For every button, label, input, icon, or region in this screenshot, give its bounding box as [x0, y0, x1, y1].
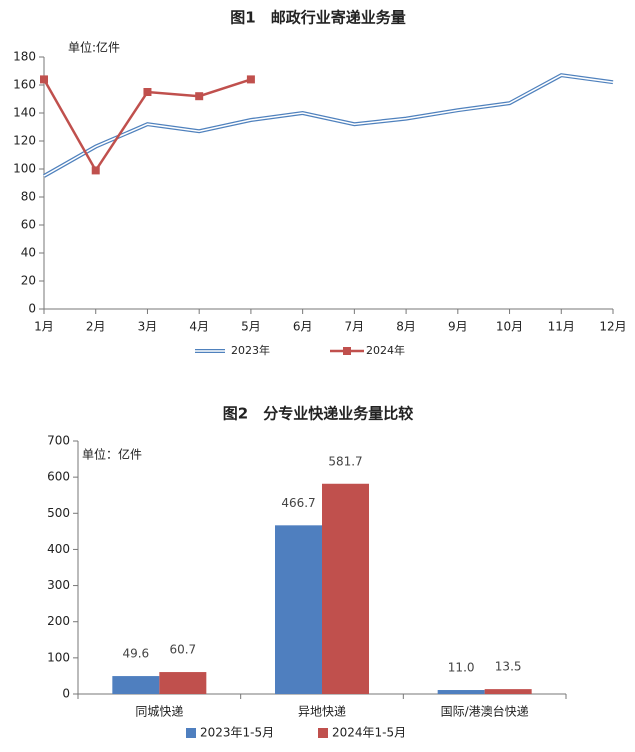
legend-swatch — [343, 347, 351, 355]
value-label: 49.6 — [122, 647, 149, 661]
y-tick-label: 180 — [13, 50, 36, 64]
y-tick-label: 100 — [13, 162, 36, 176]
point — [246, 75, 255, 84]
bar — [484, 689, 532, 694]
value-label: 13.5 — [495, 660, 522, 674]
x-tick-label: 6月 — [293, 320, 313, 334]
bar — [437, 690, 485, 694]
point — [143, 88, 152, 96]
value-label: 581.7 — [328, 454, 362, 468]
point — [91, 166, 100, 175]
value-label: 11.0 — [448, 661, 475, 675]
bar — [159, 672, 207, 694]
x-tick-label: 4月 — [189, 320, 209, 334]
legend-swatch — [318, 728, 328, 738]
chart-title: 图1 邮政行业寄递业务量 — [230, 9, 405, 27]
y-tick-label: 100 — [47, 650, 70, 664]
unit-annotation: 单位:亿件 — [68, 40, 120, 55]
x-tick-label: 5月 — [241, 320, 261, 334]
y-tick-label: 400 — [47, 542, 70, 556]
x-tick-label: 11月 — [548, 320, 575, 334]
x-tick-label: 2月 — [86, 320, 106, 334]
x-tick-label: 1月 — [34, 320, 54, 334]
bar — [112, 676, 160, 694]
value-label: 60.7 — [169, 643, 196, 657]
point — [40, 75, 48, 84]
unit-annotation: 单位：亿件 — [82, 447, 142, 462]
series-line — [43, 73, 614, 178]
y-tick-label: 200 — [47, 614, 70, 628]
bar — [322, 483, 369, 694]
y-tick-label: 60 — [21, 218, 36, 232]
series-line-inner — [43, 74, 614, 177]
y-tick-label: 600 — [47, 470, 70, 484]
y-tick-label: 20 — [21, 274, 36, 288]
y-tick-label: 80 — [21, 190, 36, 204]
bar — [275, 525, 322, 694]
legend-label: 2024年 — [366, 343, 405, 357]
y-tick-label: 0 — [28, 302, 36, 316]
y-tick-label: 120 — [13, 134, 36, 148]
legend-label: 2023年1-5月 — [200, 726, 274, 740]
legend-label: 2023年 — [231, 343, 270, 357]
x-tick-label: 国际/港澳台快递 — [441, 704, 529, 719]
x-tick-label: 8月 — [396, 320, 416, 334]
legend-label: 2024年1-5月 — [332, 726, 406, 740]
y-tick-label: 140 — [13, 106, 36, 120]
x-tick-label: 同城快递 — [135, 705, 183, 719]
value-label: 466.7 — [281, 496, 315, 510]
y-tick-label: 160 — [13, 78, 36, 92]
y-tick-label: 500 — [47, 506, 70, 520]
x-tick-label: 12月 — [599, 320, 626, 334]
point — [195, 92, 204, 101]
x-tick-label: 7月 — [345, 320, 365, 334]
x-tick-label: 9月 — [448, 320, 468, 334]
legend-swatch — [186, 728, 196, 738]
y-tick-label: 700 — [47, 434, 70, 448]
x-tick-label: 3月 — [138, 320, 158, 334]
y-tick-label: 300 — [47, 578, 70, 592]
x-tick-label: 10月 — [496, 320, 523, 334]
chart-title: 图2 分专业快递业务量比较 — [223, 405, 413, 423]
y-tick-label: 40 — [21, 246, 36, 260]
y-tick-label: 0 — [62, 687, 70, 701]
x-tick-label: 异地快递 — [298, 705, 346, 719]
